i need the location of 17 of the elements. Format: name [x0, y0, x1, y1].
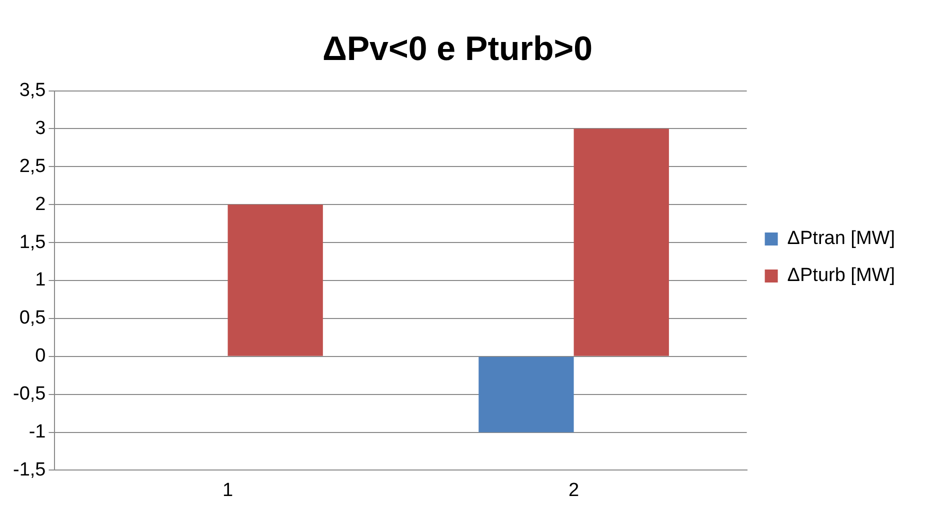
y-tick-label: -1	[28, 421, 46, 442]
y-tick-label: -0,5	[12, 384, 46, 405]
y-tick-label: 1	[35, 270, 46, 291]
y-tick-label: 3,5	[19, 80, 46, 102]
y-tick-label: 0	[35, 346, 46, 367]
y-tick-label: 0,5	[19, 308, 46, 329]
bar	[574, 128, 669, 356]
bar	[478, 356, 574, 432]
y-tick-label: 1,5	[19, 232, 46, 253]
y-tick-label: 2,5	[19, 156, 46, 177]
y-tick-label: 2	[35, 194, 46, 215]
y-tick-label: 3	[35, 118, 46, 139]
legend-label: ΔPtran [MW]	[787, 228, 895, 250]
legend-label: ΔPturb [MW]	[787, 265, 895, 286]
y-tick-label: -1,5	[12, 459, 46, 480]
bar	[228, 204, 323, 356]
chart-title: ΔPv<0 e Pturb>0	[322, 30, 593, 68]
